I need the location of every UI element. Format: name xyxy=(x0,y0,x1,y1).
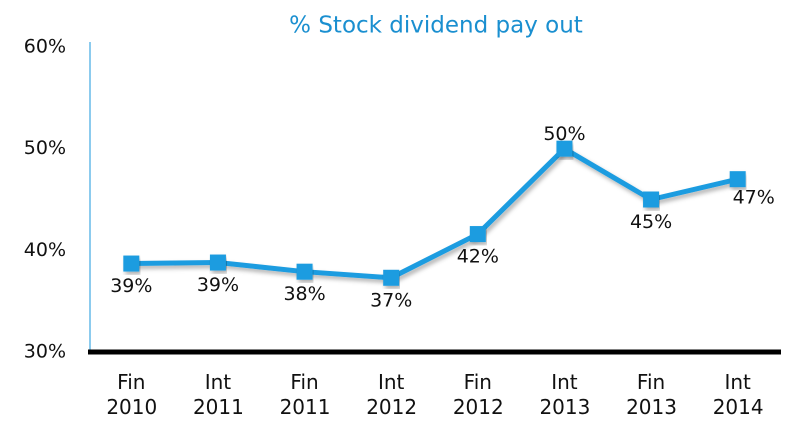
marker xyxy=(469,226,486,243)
y-tick-label: 40% xyxy=(24,239,66,261)
x-tick-label: Int 2011 xyxy=(192,370,244,419)
chart-title: % Stock dividend pay out xyxy=(289,13,583,39)
data-label: 50% xyxy=(543,123,585,145)
data-label: 39% xyxy=(197,274,239,296)
x-tick-label: Int 2012 xyxy=(366,370,418,419)
line xyxy=(131,145,739,281)
y-tick-label: 30% xyxy=(24,341,66,363)
marker xyxy=(123,255,140,272)
data-label: 42% xyxy=(457,246,499,268)
marker xyxy=(643,191,660,208)
marker xyxy=(209,254,226,271)
x-tick-label: Int 2013 xyxy=(539,370,591,419)
data-label: 38% xyxy=(283,283,325,305)
marker xyxy=(556,140,573,157)
x-tick-label: Int 2014 xyxy=(712,370,764,419)
x-tick-label: Fin 2013 xyxy=(626,370,677,419)
x-tick-label: Fin 2010 xyxy=(106,370,158,419)
data-label: 47% xyxy=(733,187,775,209)
y-tick-label: 50% xyxy=(24,137,66,159)
x-tick-label: Fin 2011 xyxy=(279,370,331,419)
y-tick-label: 60% xyxy=(24,36,66,58)
data-label: 45% xyxy=(630,211,672,233)
x-tick-label: Fin 2012 xyxy=(452,370,504,419)
marker xyxy=(729,171,746,188)
marker xyxy=(296,263,313,280)
data-label: 39% xyxy=(110,275,152,297)
marker xyxy=(383,269,400,286)
data-label: 37% xyxy=(370,289,412,311)
